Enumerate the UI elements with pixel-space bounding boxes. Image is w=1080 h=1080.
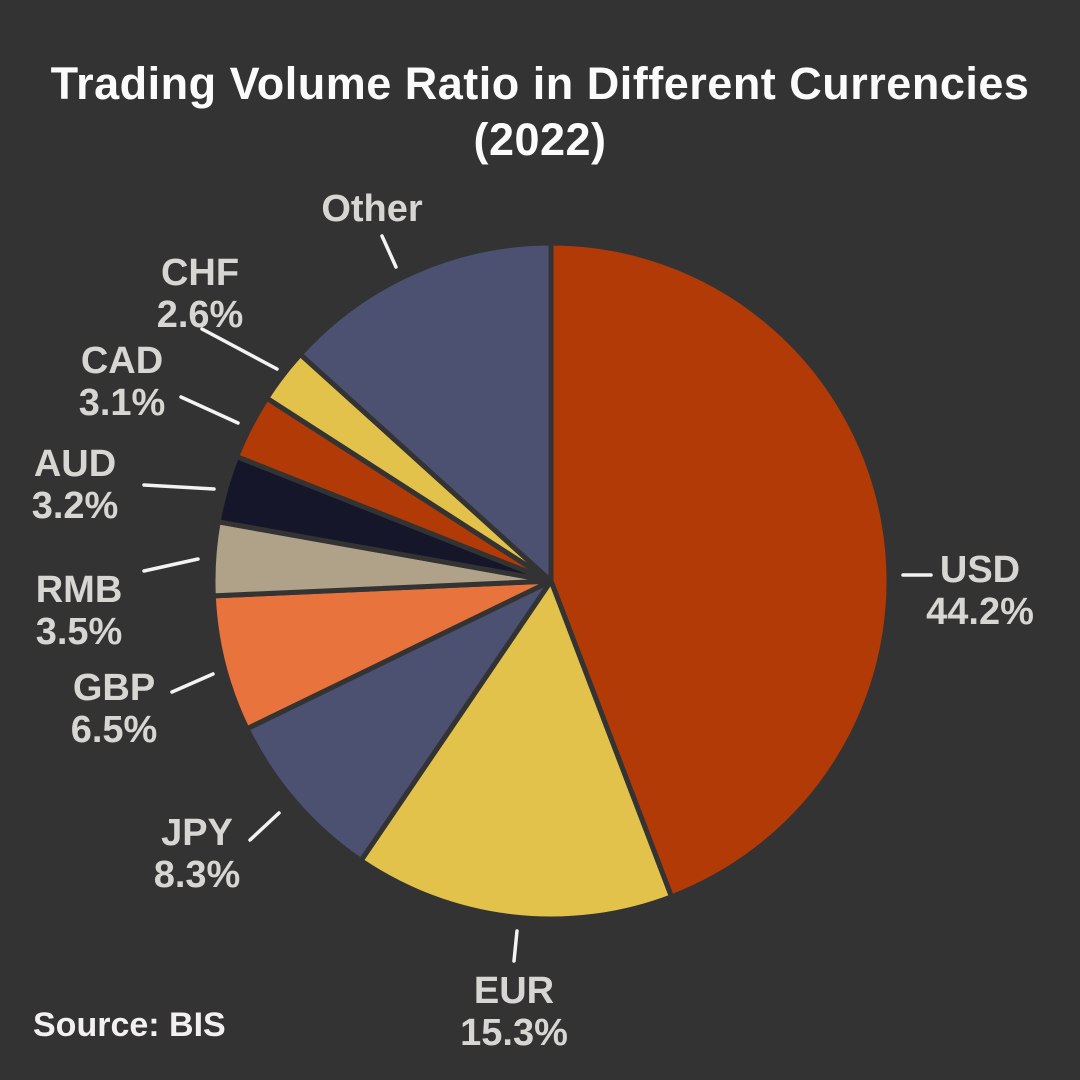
leader-line-aud bbox=[142, 483, 216, 491]
label-cad-name: CAD bbox=[80, 340, 164, 382]
label-aud-name: AUD bbox=[33, 443, 117, 485]
label-other-name: Other bbox=[321, 188, 423, 230]
label-aud: AUD 3.2% bbox=[32, 443, 119, 527]
label-gbp-pct: 6.5% bbox=[70, 709, 158, 751]
chart-title: Trading Volume Ratio in Different Curren… bbox=[0, 56, 1080, 168]
leader-line-other bbox=[380, 234, 398, 269]
label-rmb-pct: 3.5% bbox=[35, 611, 123, 653]
label-usd: USD 44.2% bbox=[926, 549, 1034, 633]
pie-slice-other bbox=[297, 240, 554, 584]
label-other: Other bbox=[321, 188, 422, 230]
label-gbp: GBP 6.5% bbox=[71, 667, 158, 751]
label-chf-name: CHF bbox=[160, 252, 240, 294]
label-rmb-name: RMB bbox=[35, 569, 123, 611]
leader-line-rmb bbox=[142, 557, 200, 573]
label-jpy-pct: 8.3% bbox=[153, 854, 241, 896]
label-chf: CHF 2.6% bbox=[157, 252, 244, 336]
label-cad-pct: 3.1% bbox=[78, 382, 166, 424]
chart-title-line1: Trading Volume Ratio in Different Curren… bbox=[50, 58, 1030, 109]
label-jpy-name: JPY bbox=[161, 812, 233, 854]
chart-title-line2: (2022) bbox=[473, 114, 607, 165]
leader-line-chf bbox=[200, 327, 279, 371]
leader-line-jpy bbox=[248, 811, 281, 842]
label-rmb: RMB 3.5% bbox=[36, 569, 123, 653]
label-jpy: JPY 8.3% bbox=[154, 812, 241, 896]
label-eur-pct: 15.3% bbox=[460, 1012, 568, 1054]
label-eur: EUR 15.3% bbox=[460, 970, 568, 1054]
leader-line-gbp bbox=[170, 672, 215, 694]
label-chf-pct: 2.6% bbox=[156, 294, 244, 336]
leader-line-cad bbox=[179, 395, 240, 425]
label-eur-name: EUR bbox=[473, 970, 555, 1012]
leader-line-eur bbox=[512, 929, 519, 963]
label-usd-name: USD bbox=[939, 549, 1021, 591]
source-note: Source: BIS bbox=[33, 1006, 226, 1044]
pie-slice-jpy bbox=[244, 578, 554, 864]
label-gbp-name: GBP bbox=[72, 667, 156, 709]
label-usd-pct: 44.2% bbox=[926, 591, 1034, 633]
label-cad: CAD 3.1% bbox=[79, 340, 166, 424]
pie-slice-gbp bbox=[210, 578, 554, 732]
label-aud-pct: 3.2% bbox=[31, 485, 119, 527]
pie-slice-eur bbox=[358, 578, 674, 922]
pie-slice-usd bbox=[548, 240, 892, 900]
